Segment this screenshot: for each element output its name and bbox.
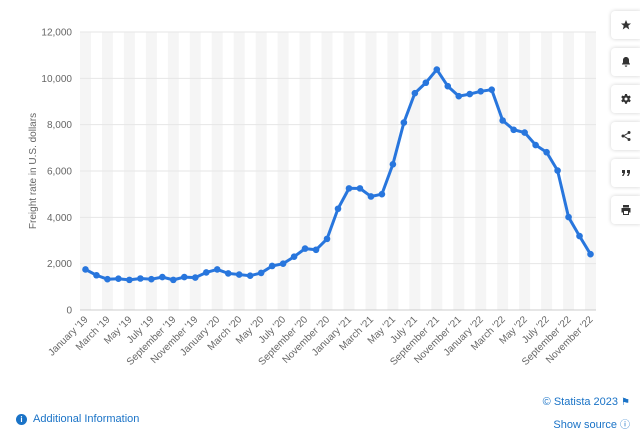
data-point xyxy=(345,185,353,192)
data-point xyxy=(126,276,133,284)
data-point xyxy=(411,89,419,97)
data-point xyxy=(137,275,144,282)
bell-icon xyxy=(622,57,630,67)
data-point xyxy=(202,269,210,276)
data-point xyxy=(433,66,441,73)
data-point xyxy=(312,246,320,254)
star-icon xyxy=(621,20,631,30)
data-point xyxy=(499,117,506,124)
statista-credit[interactable]: © Statista 2023 ⚑ xyxy=(543,396,630,411)
series-layer xyxy=(82,66,594,284)
data-point xyxy=(400,119,408,126)
favorite-button[interactable] xyxy=(611,11,640,39)
data-point xyxy=(148,275,155,283)
show-source-text: Show source xyxy=(553,419,617,431)
data-point xyxy=(466,90,474,98)
cite-button[interactable] xyxy=(611,159,640,187)
notification-button[interactable] xyxy=(611,48,640,76)
data-point xyxy=(389,160,397,168)
data-point xyxy=(279,260,287,267)
data-point xyxy=(246,272,254,280)
y-tick-label: 6,000 xyxy=(47,167,72,178)
data-point xyxy=(576,232,583,240)
data-point xyxy=(422,79,430,87)
data-point xyxy=(290,253,298,261)
y-tick-label: 0 xyxy=(66,306,72,317)
data-point xyxy=(334,205,342,213)
share-icon xyxy=(621,131,631,141)
data-point xyxy=(356,185,364,192)
data-point xyxy=(488,86,496,93)
data-point xyxy=(104,275,111,283)
data-point xyxy=(257,269,265,277)
data-point xyxy=(82,266,89,273)
data-point xyxy=(521,129,528,136)
data-point xyxy=(587,250,594,258)
line-chart: 0 2,000 4,000 6,000 8,000 10,000 12,000 Januar… xyxy=(28,28,596,368)
additional-information-link[interactable]: i Additional Information xyxy=(16,413,139,425)
series-line xyxy=(83,68,593,282)
data-point xyxy=(554,167,561,174)
chart-toolbar xyxy=(611,11,640,233)
settings-button[interactable] xyxy=(611,85,640,113)
info-circle-icon: ⓘ xyxy=(620,420,630,431)
y-tick-label: 8,000 xyxy=(47,120,72,131)
data-point xyxy=(180,273,188,281)
y-tick-label: 12,000 xyxy=(41,28,72,39)
data-point xyxy=(191,274,199,281)
data-point xyxy=(115,275,122,283)
y-axis-title: Freight rate in U.S. dollars xyxy=(28,113,39,229)
data-point xyxy=(444,82,452,90)
data-point xyxy=(159,273,166,281)
data-point xyxy=(213,266,221,273)
y-axis-ticks: 0 2,000 4,000 6,000 8,000 10,000 12,000 xyxy=(41,28,72,317)
y-tick-label: 4,000 xyxy=(47,213,72,224)
show-source-link[interactable]: Show source ⓘ xyxy=(543,416,630,431)
flag-icon: ⚑ xyxy=(621,397,630,408)
gridlines xyxy=(80,31,596,311)
data-point xyxy=(532,141,539,149)
quote-icon xyxy=(622,170,630,176)
y-tick-label: 10,000 xyxy=(41,74,72,85)
data-point xyxy=(301,245,309,252)
data-point xyxy=(367,193,375,200)
y-tick-label: 2,000 xyxy=(47,259,72,270)
data-point xyxy=(268,262,276,270)
data-point xyxy=(378,190,386,198)
data-point xyxy=(510,126,517,134)
additional-information-text: Additional Information xyxy=(33,413,140,425)
credit-text: © Statista 2023 xyxy=(542,396,619,408)
print-icon xyxy=(621,205,631,215)
data-point xyxy=(455,92,463,100)
share-button[interactable] xyxy=(611,122,640,150)
print-button[interactable] xyxy=(611,196,640,224)
data-point xyxy=(477,88,485,95)
data-point xyxy=(93,271,100,279)
data-point xyxy=(323,235,331,243)
data-point xyxy=(543,148,550,156)
data-point xyxy=(170,276,177,284)
info-icon: i xyxy=(16,413,27,425)
footer-right: © Statista 2023 ⚑ Show source ⓘ xyxy=(543,396,630,431)
gear-icon xyxy=(621,94,631,104)
data-point xyxy=(235,271,243,278)
data-point xyxy=(565,213,572,221)
data-point xyxy=(224,270,232,277)
